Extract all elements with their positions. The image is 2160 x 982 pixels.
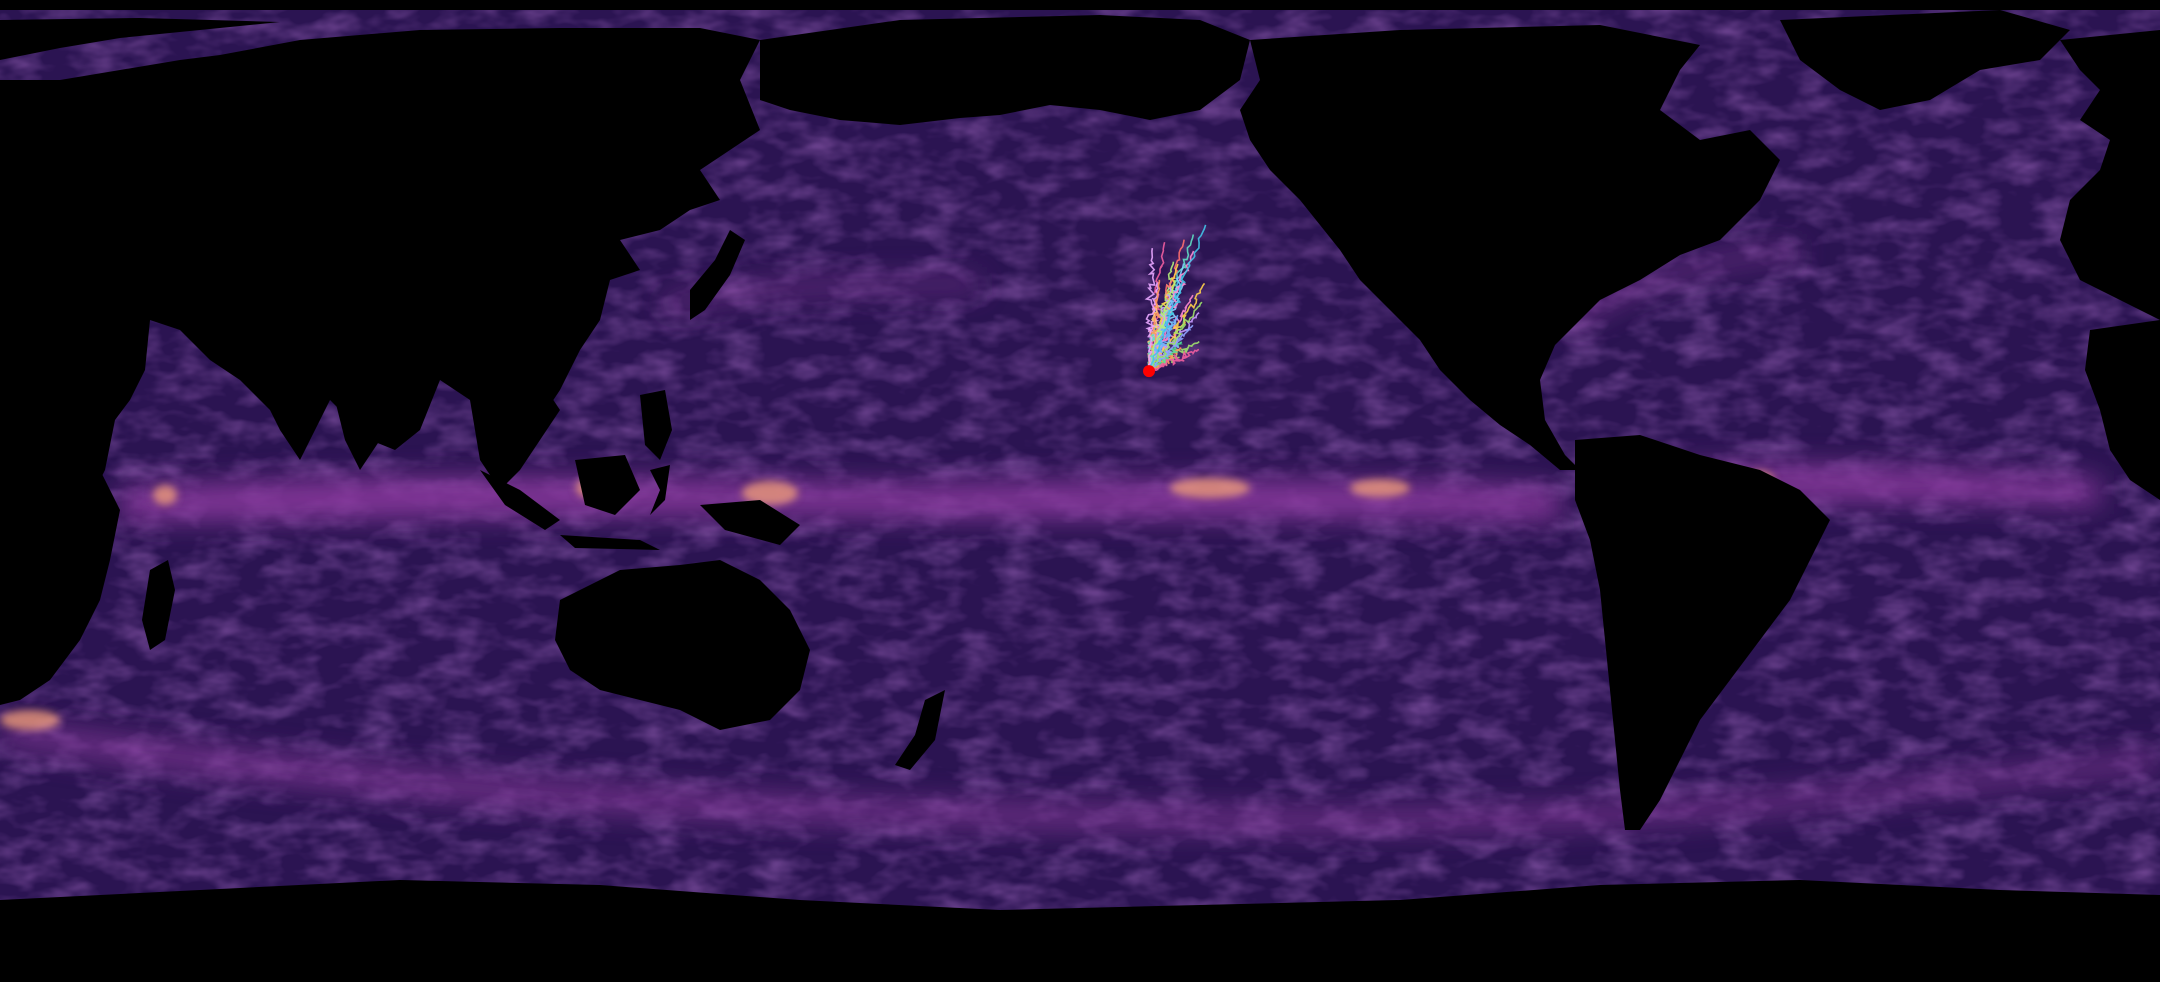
drifter-trajectory [1148, 302, 1174, 372]
hotspot-central-pacific [1170, 478, 1250, 498]
north-america [1240, 25, 1780, 470]
release-point-marker [1143, 365, 1155, 378]
drifter-trajectory [1148, 324, 1194, 372]
caribbean-islands [1480, 330, 1545, 345]
sumatra [480, 470, 560, 530]
india [330, 370, 400, 470]
equatorial-current-band [120, 478, 1560, 520]
beringia [760, 15, 1250, 125]
greenland [1780, 10, 2070, 110]
borneo [575, 455, 640, 515]
antarctica [0, 880, 2160, 982]
west-africa [2085, 320, 2160, 500]
antarctic-circumpolar-band [0, 720, 2160, 832]
drifter-trajectory [1148, 301, 1203, 372]
hotspot-indian [153, 485, 177, 505]
drifter-trajectories [1144, 224, 1207, 372]
madagascar [142, 560, 175, 650]
hotspot-agulhas [0, 710, 60, 730]
new-zealand [895, 690, 945, 770]
hotspot-east-pacific [1350, 479, 1410, 497]
eurasia [0, 18, 760, 670]
kuroshio-band [660, 278, 980, 312]
southeast-asia [470, 380, 560, 490]
drifter-trajectory [1148, 224, 1207, 372]
philippines [640, 390, 672, 460]
japan [690, 230, 745, 320]
africa [0, 460, 120, 705]
java [560, 535, 660, 550]
south-america [1575, 435, 1830, 830]
drifter-trajectory [1144, 247, 1156, 372]
europe [2060, 30, 2160, 320]
new-guinea [700, 500, 800, 545]
gulf-stream-band [1560, 245, 1800, 330]
hotspot-west-pacific [742, 481, 798, 505]
arctic-cap [0, 0, 2160, 10]
drifter-trajectory [1148, 348, 1200, 372]
australia [555, 560, 810, 730]
sulawesi [650, 465, 670, 515]
